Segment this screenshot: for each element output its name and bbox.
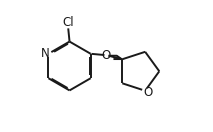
Text: Cl: Cl — [62, 16, 74, 29]
Text: O: O — [144, 86, 153, 99]
Text: N: N — [41, 47, 50, 60]
Text: O: O — [102, 49, 111, 62]
